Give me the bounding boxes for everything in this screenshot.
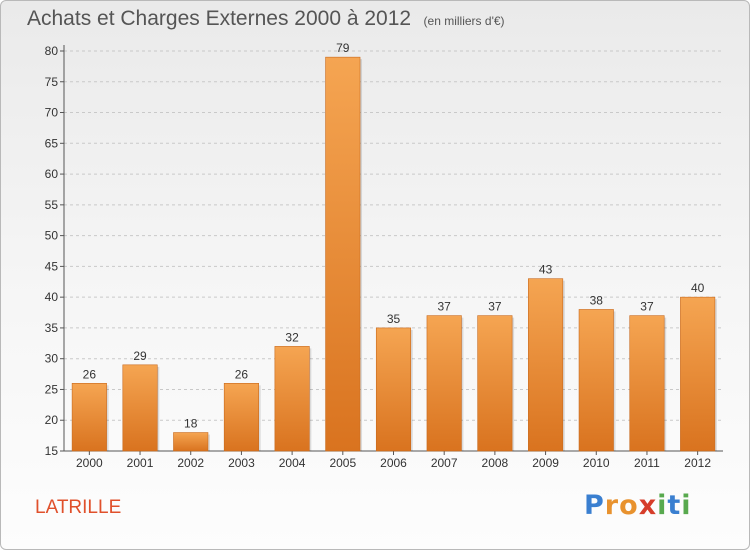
bar-2003 (223, 383, 259, 452)
data-label-2002: 18 (184, 417, 198, 431)
logo-letter: i (681, 490, 692, 521)
logo-letter: i (657, 490, 668, 521)
chart-title-block: Achats et Charges Externes 2000 à 2012 (… (27, 7, 505, 31)
bar-2012 (680, 296, 716, 452)
data-label-2000: 26 (83, 367, 97, 381)
x-tick-label-2002: 2002 (177, 456, 204, 470)
tick-labels: 15 20 25 30 35 40 45 50 55 60 65 70 75 80 2000 2001 2002… (45, 44, 712, 470)
bar-2008 (477, 315, 513, 452)
y-tick-label: 80 (45, 44, 59, 58)
logo-letter: t (667, 490, 682, 521)
bar-2011 (629, 315, 665, 452)
y-tick-label: 20 (45, 413, 59, 427)
x-tick-label-2001: 2001 (127, 456, 154, 470)
x-tick-label-2009: 2009 (532, 456, 559, 470)
data-label-2008: 37 (488, 300, 502, 314)
y-tick-label: 40 (45, 290, 59, 304)
y-tick-label: 75 (45, 75, 59, 89)
x-tick-label-2004: 2004 (279, 456, 306, 470)
logo-letter: o (619, 490, 639, 521)
data-label-2009: 43 (539, 263, 553, 277)
data-label-2001: 29 (133, 349, 147, 363)
x-tick-label-2008: 2008 (482, 456, 509, 470)
bar-2004 (274, 346, 310, 452)
x-tick-label-2012: 2012 (684, 456, 711, 470)
y-tick-label: 35 (45, 321, 59, 335)
y-tick-label: 55 (45, 198, 59, 212)
data-label-2012: 40 (691, 281, 705, 295)
y-tick-label: 65 (45, 136, 59, 150)
bar-2006 (375, 327, 412, 452)
x-tick-label-2010: 2010 (583, 456, 610, 470)
x-tick-label-2000: 2000 (76, 456, 103, 470)
bar-2000 (71, 383, 107, 452)
data-label-2010: 38 (590, 293, 604, 307)
bars (71, 56, 717, 452)
proxiti-logo[interactable]: Proxiti (584, 490, 692, 521)
bar-2001 (122, 364, 158, 452)
y-tick-label: 15 (45, 444, 59, 458)
logo-letter: P (584, 490, 605, 521)
place-name: LATRILLE (35, 497, 122, 518)
bar-2002 (173, 432, 209, 452)
y-tick-label: 50 (45, 229, 59, 243)
x-tick-label-2003: 2003 (228, 456, 255, 470)
x-tick-label-2011: 2011 (634, 456, 660, 470)
x-tick-label-2005: 2005 (329, 456, 356, 470)
logo-letter: x (638, 490, 658, 521)
y-tick-label: 60 (45, 167, 59, 181)
y-tick-label: 25 (45, 382, 59, 396)
bar-2005 (325, 56, 361, 452)
bar-2007 (426, 315, 462, 452)
y-tick-label: 30 (45, 352, 59, 366)
data-label-2003: 26 (235, 367, 249, 381)
bar-2009 (528, 278, 564, 452)
grid-lines (64, 50, 723, 452)
data-labels: 26 29 18 26 32 79 35 37 37 43 38 37 40 (83, 41, 705, 430)
x-tick-label-2007: 2007 (431, 456, 458, 470)
data-label-2005: 79 (336, 41, 350, 55)
data-label-2006: 35 (387, 312, 401, 326)
y-tick-label: 45 (45, 259, 59, 273)
chart-title: Achats et Charges Externes 2000 à 2012 (27, 7, 412, 30)
y-tick-label: 70 (45, 106, 59, 120)
x-tick-label-2006: 2006 (380, 456, 407, 470)
data-label-2011: 37 (640, 300, 654, 314)
logo-letter: r (604, 490, 620, 521)
chart-unit: (en milliers d'€) (423, 14, 505, 28)
data-label-2007: 37 (438, 300, 452, 314)
bar-2010 (578, 309, 614, 452)
data-label-2004: 32 (285, 330, 299, 344)
